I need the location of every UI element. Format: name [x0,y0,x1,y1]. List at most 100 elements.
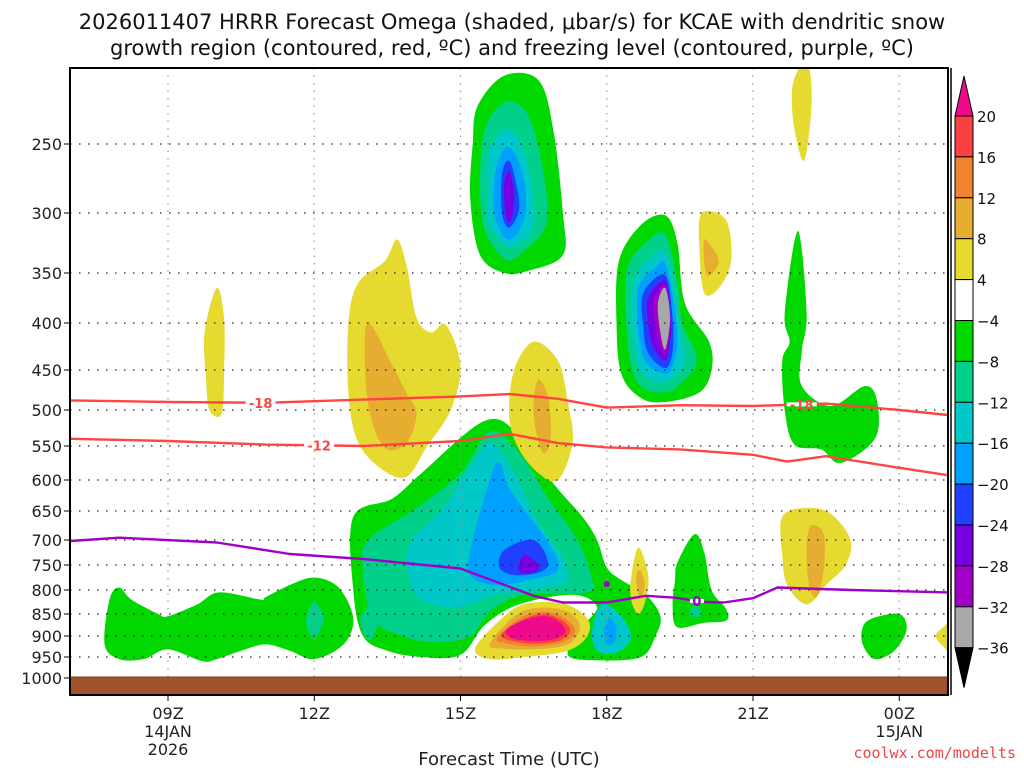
colorbar-bin-8to12 [954,197,974,240]
chart-title-line-1: 2026011407 HRRR Forecast Omega (shaded, … [79,10,945,34]
contour-layer: -18 -18 -12 0 [70,392,948,610]
colorbar-label-20: 20 [977,108,996,126]
omega-level-upper-ascent-core-16Z-5 [503,171,515,222]
colorbar-bin--32to-28 [954,565,974,608]
omega-feature-upper-ascent-core-16Z [469,72,566,275]
x-tick-label-15Z-0: 15Z [445,704,476,723]
omega-feature-descent-edge-right [935,622,948,652]
y-tick-label-500: 500 [31,401,62,420]
y-tick-label-400: 400 [31,314,62,333]
colorbar-arrow-bottom [954,647,974,688]
omega-feature-ascent-blob-23Z-low [861,613,907,660]
y-tick-label-750: 750 [31,556,62,575]
x-tick-label-12Z-0: 12Z [299,704,330,723]
omega-feature-lower-ascent-complex-16Z [349,418,661,661]
omega-level-ascent-blob-23Z-low-0 [861,613,907,660]
y-tick-label-850: 850 [31,605,62,624]
plot-frame [69,67,949,696]
freezing-level-dot [603,581,610,587]
omega-level-descent-lobe-22Z-low-1 [806,525,825,598]
omega-feature-strong-descent-core-17Z [474,601,591,660]
omega-level-low-level-ascent-band-08-12Z-1 [306,601,324,639]
omega-feature-descent-lobe-22Z-top [791,68,812,161]
y-tick-label-950: 950 [31,648,62,667]
contour-label-dgz-minus18-1: -18 [790,398,814,413]
y-tick-label-600: 600 [31,471,62,490]
colorbar-bin--24to-20 [954,483,974,526]
contour-label-dgz-minus18-0: -18 [249,397,273,412]
omega-feature-strong-ascent-core-19Z [616,214,713,403]
colorbar-bin-4to8 [954,238,974,281]
contour-freezing-level-0 [70,536,948,604]
y-tick-label-550: 550 [31,437,62,456]
credit-link[interactable]: coolwx.com/modelts [853,744,1016,762]
omega-level-descent-lobe-13Z-1 [364,322,417,451]
colorbar-label--20: −20 [977,476,1009,494]
y-tick-label-650: 650 [31,502,62,521]
colorbar-bin--4to4 [954,279,974,322]
omega-shading-layer [104,68,948,662]
colorbar-bin--36to-32 [954,606,974,649]
colorbar-label--28: −28 [977,558,1009,576]
omega-level-ascent-plume-20Z-0 [672,534,729,628]
y-tick-label-700: 700 [31,531,62,550]
colorbar-label-4: 4 [977,272,987,290]
omega-level-strong-ascent-core-19Z-7 [657,287,671,350]
contour-dgz-minus12 [70,432,948,477]
x-tick-label-00Z-0: 00Z [884,704,915,723]
y-tick-label-450: 450 [31,361,62,380]
y-tick-label-350: 350 [31,264,62,283]
x-tick-label-21Z-0: 21Z [737,704,768,723]
colorbar-label--8: −8 [977,353,999,371]
chart-title-line-2: growth region (contoured, red, ºC) and f… [110,36,914,60]
colorbar-label--4: −4 [977,313,999,331]
y-tick-label-900: 900 [31,627,62,646]
omega-feature-lower-ascent-lobe-left [360,606,378,641]
omega-level-strong-descent-core-17Z-4 [505,616,566,642]
colorbar-bin--28to-24 [954,524,974,567]
omega-feature-descent-lobe-22Z-low [780,507,852,605]
contour-label-dgz-minus12-0: -12 [307,439,331,454]
colorbar-label--16: −16 [977,435,1009,453]
colorbar-label-8: 8 [977,231,987,249]
y-axis-pressure: 250 300 350 400 450 500 550 600 650 700 750 800 850 9… [21,135,70,688]
colorbar-legend: 20 16 12 8 4 −4 −8 −12 −16 −20 −24 −28 −32 −36 [950,68,1009,695]
y-tick-label-300: 300 [31,204,62,223]
colorbar-bin--8to-4 [954,320,974,362]
colorbar-label--12: −12 [977,394,1009,412]
x-tick-label-09Z-2: 2026 [148,740,189,759]
colorbar-bin-16to20 [954,115,974,158]
x-tick-label-09Z-1: 14JAN [144,722,192,741]
colorbar-bin--16to-12 [954,401,974,444]
x-axis-label: Forecast Time (UTC) [418,749,599,768]
colorbar-label--24: −24 [977,517,1009,535]
ground-surface [70,677,948,695]
y-tick-label-800: 800 [31,581,62,600]
colorbar-arrow-top [954,75,974,117]
omega-level-low-level-ascent-band-08-12Z-0 [104,577,354,662]
colorbar-label-16: 16 [977,149,996,167]
omega-level-descent-edge-right-0 [935,622,948,652]
colorbar-bin-12to16 [954,156,974,199]
x-tick-label-09Z-0: 09Z [152,704,183,723]
colorbar-label--32: −32 [977,599,1009,617]
omega-level-descent-lobe-22Z-top-0 [791,68,812,161]
omega-feature-descent-lobe-10Z [203,287,225,417]
omega-level-descent-lobe-10Z-0 [203,287,225,417]
colorbar-bin--20to-16 [954,442,974,485]
colorbar-label-12: 12 [977,190,996,208]
x-tick-label-00Z-1: 15JAN [875,722,923,741]
y-tick-label-250: 250 [31,135,62,154]
colorbar-label--36: −36 [977,640,1009,658]
colorbar-bin--12to-8 [954,360,974,403]
omega-level-descent-lobe-20Z-1 [703,239,719,276]
omega-level-lower-ascent-lobe-left-0 [360,606,378,641]
omega-feature-low-level-ascent-band-08-12Z [104,577,354,662]
y-tick-label-1000: 1000 [21,669,62,688]
omega-feature-descent-lobe-20Z [698,210,732,296]
x-tick-label-18Z-0: 18Z [591,704,622,723]
contour-label-freezing-level-0-0: 0 [692,595,701,610]
omega-level-lower-ascent-complex-16Z-5 [518,554,539,574]
